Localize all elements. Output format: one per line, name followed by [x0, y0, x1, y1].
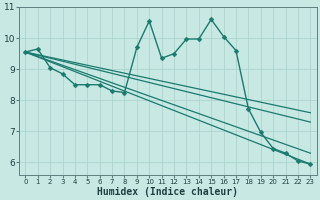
X-axis label: Humidex (Indice chaleur): Humidex (Indice chaleur) — [97, 186, 238, 197]
